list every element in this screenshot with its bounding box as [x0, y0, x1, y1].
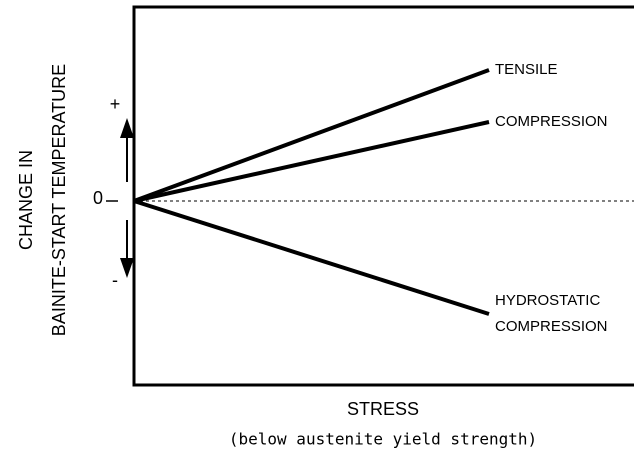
data-line	[133, 120, 490, 203]
series-label-line: HYDROSTATIC	[495, 292, 600, 309]
arrow-head	[120, 118, 134, 138]
y-axis-label: CHANGE IN	[16, 150, 36, 250]
y-axis-label: BAINITE-START TEMPERATURE	[49, 64, 69, 336]
series-label: TENSILE	[495, 61, 558, 78]
annotation: +	[110, 94, 121, 114]
series-label-line: COMPRESSION	[495, 318, 608, 335]
x-axis-label: STRESS	[347, 399, 419, 419]
y-tick-label: 0	[93, 188, 103, 208]
series-label: COMPRESSION	[495, 113, 608, 130]
annotation: -	[112, 270, 118, 290]
arrow-head	[120, 258, 134, 278]
data-line	[133, 199, 490, 316]
x-axis-subtitle: (below austenite yield strength)	[229, 430, 537, 449]
data-line	[133, 68, 490, 203]
plot-frame	[132, 5, 634, 387]
series-label: HYDROSTATIC COMPRESSION	[495, 292, 608, 335]
